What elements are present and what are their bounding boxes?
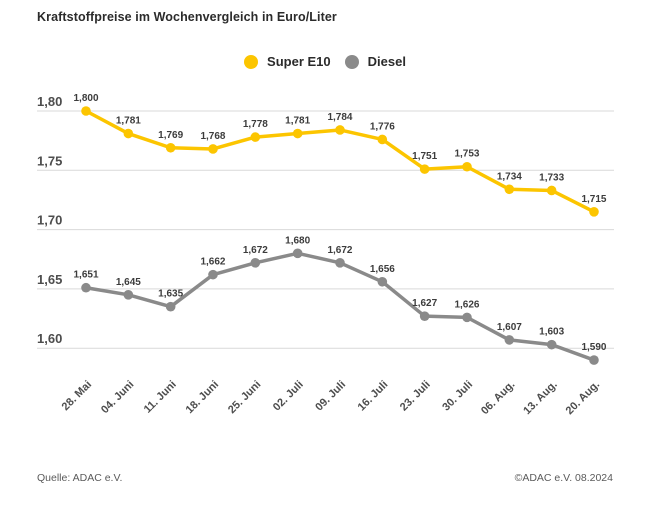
x-tick-label: 25. Juni <box>226 379 263 416</box>
x-tick-label: 06. Aug. <box>479 379 517 417</box>
point-label-super-e10: 1,778 <box>243 119 268 130</box>
data-point-super-e10 <box>208 144 218 154</box>
data-point-diesel <box>377 276 388 287</box>
x-tick-label: 28. Mai <box>60 379 94 413</box>
point-label-diesel: 1,607 <box>497 322 522 333</box>
data-point-diesel <box>462 312 472 323</box>
point-label-super-e10: 1,715 <box>581 194 606 205</box>
data-point-super-e10 <box>462 161 472 172</box>
point-label-diesel: 1,603 <box>539 327 564 338</box>
point-label-super-e10: 1,800 <box>73 93 98 104</box>
point-label-super-e10: 1,781 <box>116 116 141 127</box>
point-label-super-e10: 1,734 <box>497 171 522 182</box>
data-point-diesel <box>419 311 430 321</box>
data-point-super-e10 <box>335 125 345 135</box>
data-point-diesel <box>546 339 557 350</box>
data-point-super-e10 <box>292 128 303 139</box>
point-label-super-e10: 1,733 <box>539 172 564 183</box>
diesel-dot-icon <box>344 54 359 69</box>
chart-legend: Super E10 Diesel <box>0 54 650 69</box>
point-label-diesel: 1,672 <box>243 245 268 256</box>
data-point-super-e10 <box>504 184 515 195</box>
point-label-diesel: 1,651 <box>73 270 98 281</box>
x-tick-label: 23. Juli <box>398 379 433 414</box>
data-point-diesel <box>81 282 91 293</box>
y-tick-label: 1,75 <box>37 153 62 168</box>
point-label-super-e10: 1,769 <box>158 130 183 141</box>
x-tick-label: 16. Juli <box>356 379 391 414</box>
data-point-super-e10 <box>81 106 91 116</box>
y-tick-label: 1,80 <box>37 94 62 109</box>
point-label-diesel: 1,645 <box>116 277 141 288</box>
point-label-diesel: 1,590 <box>581 342 606 353</box>
x-tick-label: 04. Juni <box>99 379 136 416</box>
legend-item-super-e10: Super E10 <box>244 54 331 69</box>
super-e10-dot-icon <box>244 54 259 69</box>
data-point-diesel <box>335 258 345 268</box>
x-tick-label: 20. Aug. <box>564 379 602 417</box>
source-note: Quelle: ADAC e.V. <box>37 472 123 484</box>
point-label-diesel: 1,680 <box>285 235 310 246</box>
point-label-super-e10: 1,751 <box>412 151 437 162</box>
y-tick-label: 1,70 <box>37 213 62 228</box>
y-tick-label: 1,65 <box>37 272 62 287</box>
data-point-super-e10 <box>589 207 599 217</box>
data-point-super-e10 <box>377 134 388 145</box>
x-tick-label: 09. Juli <box>313 379 348 414</box>
x-tick-label: 11. Juni <box>142 379 179 416</box>
copyright-note: ©ADAC e.V. 08.2024 <box>514 472 613 484</box>
data-point-diesel <box>250 258 261 268</box>
point-label-super-e10: 1,781 <box>285 116 310 127</box>
data-point-super-e10 <box>165 142 176 153</box>
legend-label-super-e10: Super E10 <box>267 54 331 69</box>
x-tick-label: 18. Juni <box>184 379 221 416</box>
point-label-diesel: 1,627 <box>412 298 437 309</box>
point-label-diesel: 1,656 <box>370 264 395 275</box>
series-line-diesel <box>84 251 596 362</box>
data-point-super-e10 <box>546 185 557 196</box>
y-tick-label: 1,60 <box>37 331 62 346</box>
x-tick-label: 02. Juli <box>271 379 306 414</box>
legend-item-diesel: Diesel <box>344 54 406 69</box>
point-label-super-e10: 1,784 <box>327 112 352 123</box>
legend-label-diesel: Diesel <box>367 54 406 69</box>
data-point-diesel <box>123 290 134 300</box>
data-point-diesel <box>208 269 218 280</box>
point-label-super-e10: 1,753 <box>454 149 479 160</box>
point-label-diesel: 1,662 <box>200 257 225 268</box>
point-label-super-e10: 1,768 <box>200 131 225 142</box>
data-point-super-e10 <box>250 132 261 142</box>
point-label-diesel: 1,626 <box>454 299 479 310</box>
point-label-super-e10: 1,776 <box>370 121 395 132</box>
data-point-super-e10 <box>419 164 430 174</box>
data-point-diesel <box>504 335 515 345</box>
x-tick-label: 13. Aug. <box>521 379 559 417</box>
point-label-diesel: 1,672 <box>327 245 352 256</box>
data-point-diesel <box>165 301 176 312</box>
data-point-diesel <box>292 248 303 259</box>
x-tick-label: 30. Juli <box>440 379 475 414</box>
chart-title: Kraftstoffpreise im Wochenvergleich in E… <box>37 10 337 24</box>
data-point-diesel <box>589 355 599 365</box>
data-point-super-e10 <box>123 128 134 139</box>
point-label-diesel: 1,635 <box>158 289 183 300</box>
